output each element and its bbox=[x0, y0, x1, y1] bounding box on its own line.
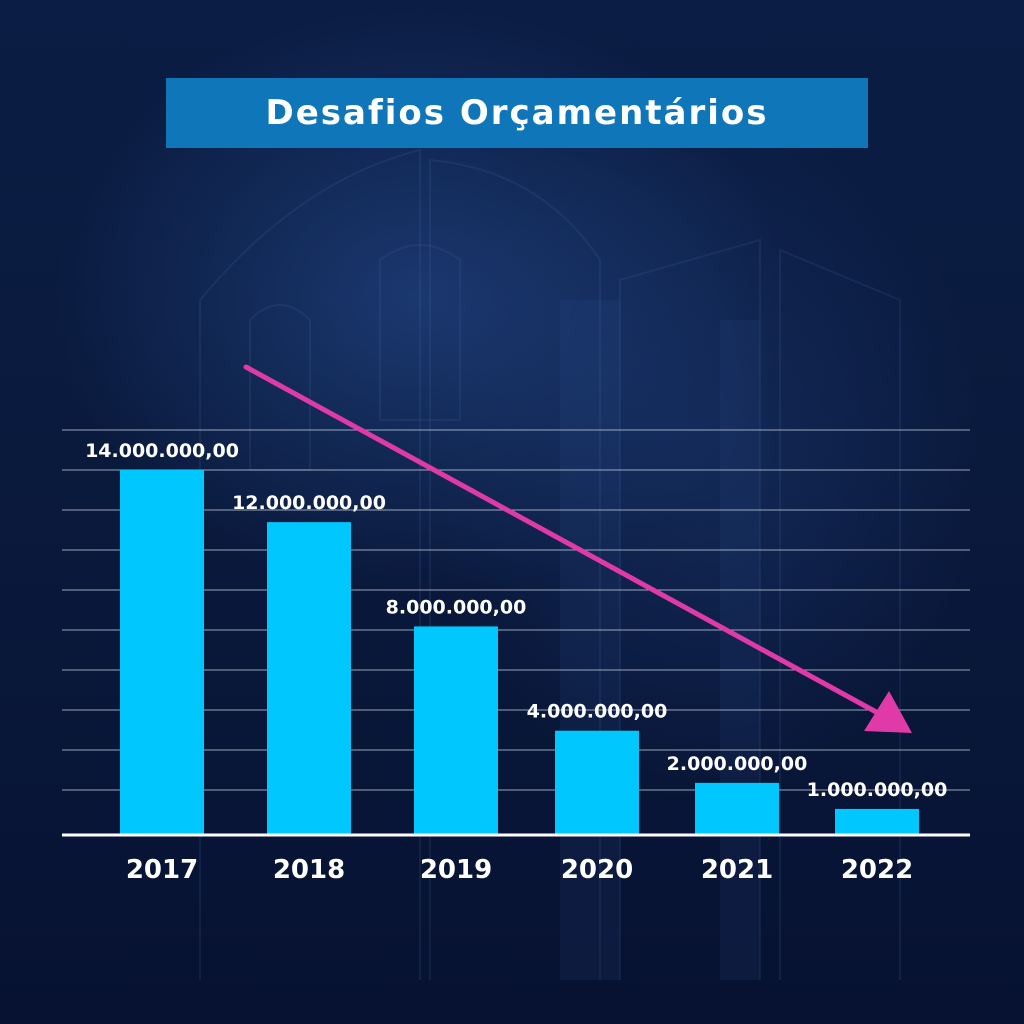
grid-lines bbox=[62, 429, 970, 791]
x-tick-2020: 2020 bbox=[561, 855, 633, 885]
data-label-2019: 8.000.000,00 bbox=[386, 596, 527, 618]
data-label-2022: 1.000.000,00 bbox=[807, 779, 948, 801]
data-label-2021: 2.000.000,00 bbox=[667, 753, 808, 775]
trend-arrow bbox=[243, 364, 912, 733]
data-label-2020: 4.000.000,00 bbox=[527, 701, 668, 723]
value-labels: 14.000.000,00 12.000.000,00 8.000.000,00 4.… bbox=[85, 440, 947, 801]
data-label-2018: 12.000.000,00 bbox=[232, 492, 386, 514]
x-tick-2022: 2022 bbox=[841, 855, 913, 885]
x-tick-2018: 2018 bbox=[273, 855, 345, 885]
bars bbox=[120, 470, 919, 835]
bar-2018 bbox=[267, 522, 351, 835]
bar-2021 bbox=[695, 782, 779, 835]
bar-2020 bbox=[555, 730, 639, 835]
bar-2022 bbox=[835, 808, 919, 835]
x-tick-2019: 2019 bbox=[420, 855, 492, 885]
trend-arrow-head bbox=[864, 691, 912, 733]
bar-2017 bbox=[120, 470, 204, 835]
chart-title: Desafios Orçamentários bbox=[265, 93, 769, 133]
data-label-2017: 14.000.000,00 bbox=[85, 440, 239, 462]
bar-2019 bbox=[414, 626, 498, 835]
x-tick-2017: 2017 bbox=[126, 855, 198, 885]
title-banner: Desafios Orçamentários bbox=[166, 78, 868, 148]
x-tick-labels: 2017 2018 2019 2020 2021 2022 bbox=[126, 855, 913, 885]
x-tick-2021: 2021 bbox=[701, 855, 773, 885]
trend-arrow-line bbox=[243, 364, 881, 716]
